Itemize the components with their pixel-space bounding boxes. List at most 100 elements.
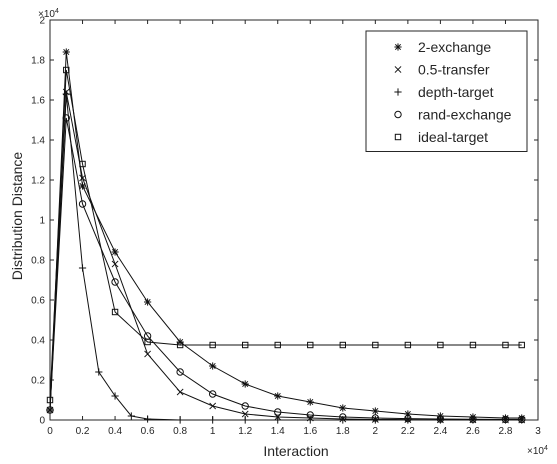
- data-point-ideal-target: [469, 341, 477, 349]
- y-tick-label: 0.8: [31, 256, 45, 267]
- x-tick-label: 1.2: [238, 426, 252, 437]
- y-exponent-power: 4: [55, 8, 59, 15]
- y-axis-ticks: 0 0.2 0.4 0.6 0.8 1 1.2 1.4 1.6 1.8 2: [31, 16, 538, 427]
- data-point-depth-target: [274, 416, 282, 424]
- y-tick-label: 0.2: [31, 376, 45, 387]
- data-point-depth-target: [176, 416, 184, 424]
- y-tick-label: 0.4: [31, 336, 45, 347]
- data-point-rand-exchange: [404, 414, 412, 423]
- data-point-ideal-target: [274, 341, 281, 349]
- x-tick-label: 1: [210, 426, 216, 437]
- data-point-rand-exchange: [78, 200, 87, 208]
- data-point-depth-target: [78, 264, 87, 272]
- data-point-rand-exchange: [306, 411, 314, 419]
- data-point-depth-target: [209, 416, 217, 424]
- series-line-rand-exchange: [49, 117, 522, 420]
- data-point-rand-exchange: [274, 408, 282, 416]
- data-point-2-exchange: [209, 362, 217, 370]
- data-point-2-exchange: [339, 404, 347, 412]
- x-tick-label: 2.2: [401, 426, 415, 437]
- data-point-rand-exchange: [46, 406, 54, 414]
- series-line-ideal-target: [49, 69, 522, 401]
- x-tick-label: 1.6: [303, 426, 317, 437]
- x-tick-label: 0.6: [141, 426, 155, 437]
- data-point-0.5-transfer: [209, 402, 217, 410]
- data-point-0.5-transfer: [241, 410, 249, 418]
- x-tick-label: 2: [373, 426, 379, 437]
- data-point-ideal-target: [111, 308, 119, 316]
- data-point-2-exchange: [306, 398, 314, 406]
- y-tick-label: 1.4: [31, 136, 45, 147]
- data-point-depth-target: [144, 415, 152, 423]
- data-point-ideal-target: [242, 341, 249, 349]
- data-point-ideal-target: [518, 341, 525, 349]
- legend-marker-rand-exchange: [394, 110, 402, 119]
- data-point-depth-target: [306, 416, 314, 424]
- y-tick-label: 2: [39, 16, 45, 27]
- x-tick-label: 3: [535, 426, 541, 437]
- legend-marker-ideal-target: [394, 133, 402, 141]
- data-point-ideal-target: [339, 341, 347, 349]
- x-exponent-label: ×104: [527, 445, 548, 457]
- data-point-ideal-target: [404, 341, 412, 349]
- data-point-rand-exchange: [241, 402, 249, 410]
- x-tick-label: 0.2: [76, 426, 90, 437]
- y-tick-label: 1.6: [31, 96, 45, 107]
- data-point-ideal-target: [79, 160, 86, 168]
- legend-marker-0.5-transfer: [394, 66, 402, 73]
- data-point-rand-exchange: [371, 414, 380, 422]
- data-point-2-exchange: [371, 407, 379, 415]
- data-point-depth-target: [46, 406, 54, 414]
- series-markers: [46, 48, 526, 424]
- data-point-rand-exchange: [208, 390, 217, 398]
- data-point-depth-target: [62, 90, 70, 98]
- data-point-ideal-target: [437, 341, 444, 349]
- x-exponent-power: 4: [544, 445, 548, 452]
- data-point-2-exchange: [62, 48, 70, 56]
- x-tick-label: 0.4: [108, 426, 122, 437]
- x-tick-label: 2.8: [499, 426, 513, 437]
- legend-entry-0.5-transfer: 0.5-transfer: [418, 62, 490, 78]
- data-point-ideal-target: [46, 396, 54, 404]
- x-axis-ticks: 0 0.2 0.4 0.6 0.8 1 1.2 1.4 1.6 1.8 2 2.2 2.4 2.6 2.8 3: [47, 20, 541, 437]
- legend-marker-depth-target: [394, 88, 402, 96]
- data-point-rand-exchange: [62, 114, 70, 122]
- data-point-2-exchange: [241, 380, 249, 388]
- y-exponent-base: ×10: [38, 9, 55, 20]
- x-exponent-base: ×10: [527, 446, 544, 457]
- y-tick-label: 1.2: [31, 176, 45, 187]
- y-axis-label: Distribution Distance: [9, 152, 25, 281]
- data-point-ideal-target: [209, 341, 216, 349]
- data-point-ideal-target: [307, 341, 314, 349]
- data-point-rand-exchange: [501, 415, 510, 424]
- y-tick-label: 0.6: [31, 296, 45, 307]
- legend-entry-ideal-target: ideal-target: [418, 129, 488, 145]
- data-point-rand-exchange: [111, 278, 119, 286]
- y-tick-label: 1: [39, 216, 45, 227]
- data-point-0.5-transfer: [79, 174, 86, 182]
- data-point-rand-exchange: [436, 415, 445, 423]
- data-point-depth-target: [404, 416, 412, 424]
- data-point-ideal-target: [502, 341, 509, 349]
- y-tick-label: 1.8: [31, 56, 45, 67]
- data-point-ideal-target: [63, 66, 70, 74]
- data-point-rand-exchange: [518, 415, 526, 424]
- data-point-rand-exchange: [176, 368, 184, 376]
- y-tick-label: 0: [39, 416, 45, 427]
- data-point-ideal-target: [144, 338, 151, 346]
- legend-entry-2-exchange: 2-exchange: [418, 39, 491, 55]
- x-tick-label: 2.6: [466, 426, 480, 437]
- x-tick-label: 0: [47, 426, 53, 437]
- legend-entry-rand-exchange: rand-exchange: [418, 107, 512, 123]
- data-point-2-exchange: [274, 392, 282, 400]
- data-point-ideal-target: [176, 341, 184, 349]
- data-point-depth-target: [111, 392, 119, 400]
- legend: 2-exchange 0.5-transfer depth-target rand-e…: [365, 30, 528, 152]
- x-axis-label: Interaction: [263, 443, 328, 459]
- data-point-rand-exchange: [339, 413, 347, 421]
- legend-box: [365, 30, 528, 152]
- x-tick-label: 0.8: [173, 426, 187, 437]
- x-tick-label: 1.4: [271, 426, 285, 437]
- x-tick-label: 2.4: [433, 426, 447, 437]
